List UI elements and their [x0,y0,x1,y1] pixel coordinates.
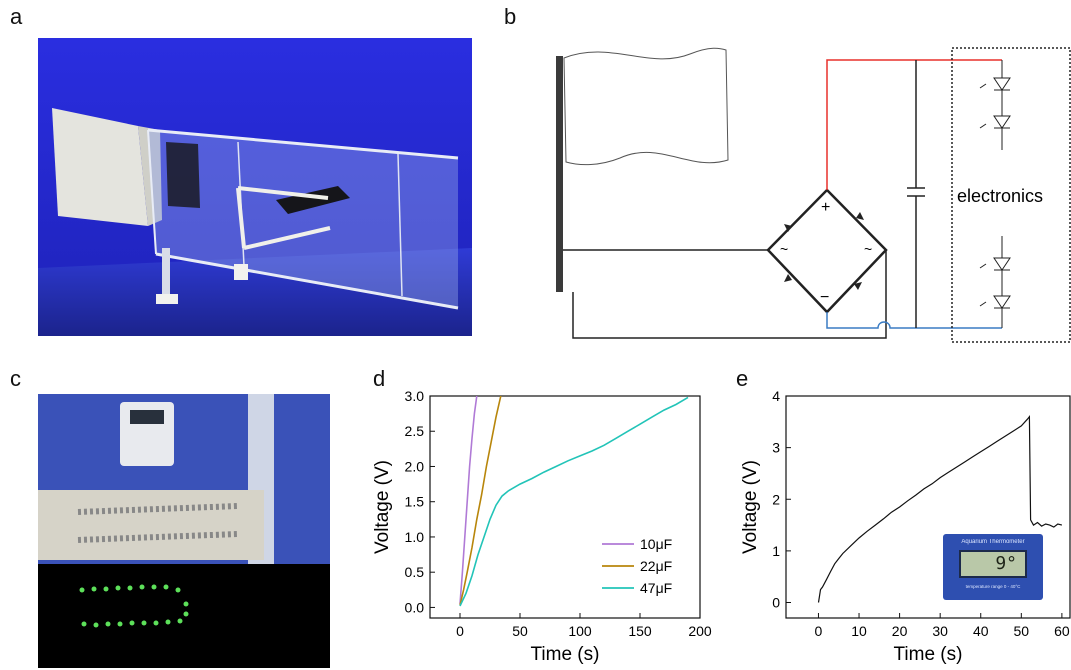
thermometer-display: 9° [959,550,1027,578]
y-tick-label: 0.5 [405,564,425,580]
y-tick-label: 3 [772,440,780,456]
legend-label: 10μF [640,536,672,552]
flag-membrane-icon [563,47,729,166]
led-demo-photo-illustration [38,394,330,668]
series-line-0 [817,415,1063,603]
led-icons [979,77,1011,309]
x-tick-label: 40 [973,623,989,639]
thermometer-range: temperature range 0 - 40°C [965,584,1021,589]
thermometer-title: Aquarium Thermometer [961,539,1025,545]
y-tick-label: 0.0 [405,599,425,615]
bridge-plus-sign: + [821,199,830,216]
y-tick-label: 1.5 [405,494,425,510]
bridge-diode-icons [784,212,864,290]
x-axis-label: Time (s) [531,644,600,665]
x-tick-label: 150 [628,623,652,639]
x-axis-label: Time (s) [894,644,963,665]
thermometer-reading: 9° [995,553,1017,574]
bridge-ac-right: ~ [864,241,872,257]
capacitor-icon [907,187,925,197]
x-tick-label: 0 [815,623,823,639]
x-tick-label: 10 [851,623,867,639]
x-tick-label: 0 [456,623,464,639]
series-line-1 [459,396,502,606]
x-tick-label: 50 [1014,623,1030,639]
negative-wire [826,312,1002,329]
x-tick-label: 30 [932,623,948,639]
panel-letter-b: b [504,4,517,29]
x-tick-label: 50 [512,623,528,639]
y-tick-label: 2 [772,491,780,507]
panel-letter-a: a [10,4,23,29]
x-tick-label: 20 [892,623,908,639]
panel-letter-c: c [10,366,21,391]
y-axis-label: Voltage (V) [372,460,393,554]
y-tick-label: 2.0 [405,458,425,474]
chart-e: 0 10 20 30 40 50 60 0 1 2 3 4 Time (s) Voltage (V) [740,388,1071,665]
y-tick-label: 2.5 [405,423,425,439]
y-tick-label: 4 [772,388,780,404]
y-axis-label: Voltage (V) [740,460,761,554]
circuit-diagram: + − ~ ~ electronics [556,47,1071,343]
electronics-box [951,47,1071,343]
y-tick-label: 1.0 [405,529,425,545]
y-tick-label: 0 [772,595,780,611]
y-tick-label: 1 [772,543,780,559]
positive-wire [826,59,1002,190]
lit-led-dots [79,584,189,628]
x-tick-label: 100 [568,623,592,639]
wind-tunnel-photo-illustration [38,38,472,336]
bridge-minus-sign: − [820,289,829,306]
plot-frame [429,395,701,619]
electronics-label: electronics [957,186,1043,206]
thermometer-inset: Aquarium Thermometer 9° temperature rang… [943,534,1043,600]
chart-d: 0 50 100 150 200 0.0 0.5 1.0 1.5 2.0 2.5 3.0 Time (s… [372,388,712,665]
panel-letter-d: d [373,366,386,391]
legend-label: 22μF [640,558,672,574]
wind-tunnel-photo [38,38,472,336]
x-tick-label: 60 [1054,623,1070,639]
y-tick-label: 3.0 [405,388,425,404]
flag-pole [556,56,563,292]
plot-frame [785,395,1071,619]
panel-letter-e: e [736,366,749,391]
x-tick-label: 200 [688,623,712,639]
series-line-2 [459,396,689,607]
legend-label: 47μF [640,580,672,596]
series-line-0 [459,396,478,604]
bridge-ac-left: ~ [780,241,788,257]
led-demo-photo [38,394,330,668]
